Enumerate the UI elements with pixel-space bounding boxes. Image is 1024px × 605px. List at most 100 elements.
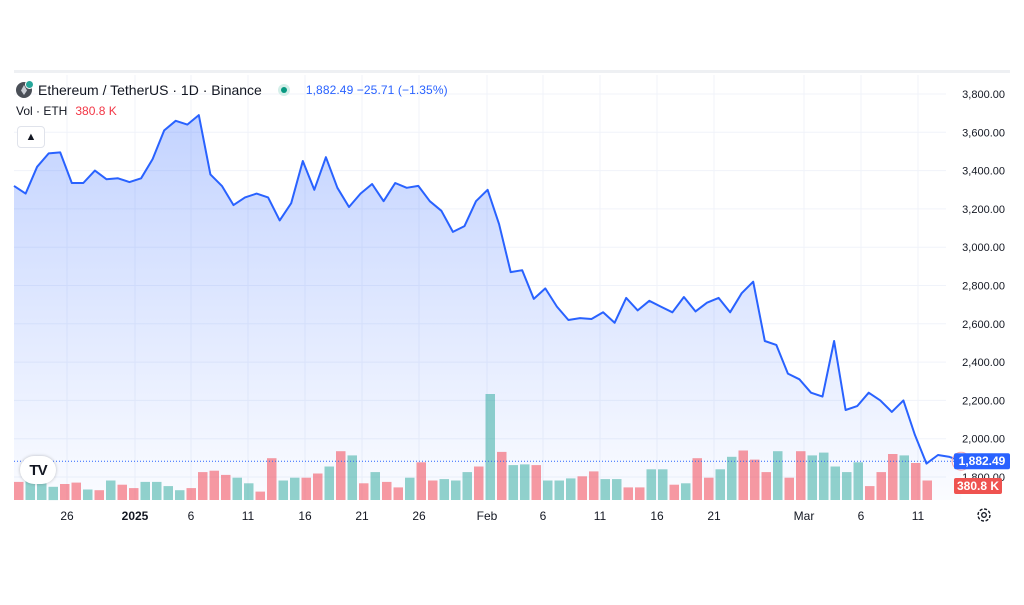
- volume-bar: [474, 466, 484, 500]
- volume-bar: [71, 482, 81, 500]
- y-tick-label: 3,200.00: [962, 204, 1005, 216]
- x-tick-label: 16: [650, 509, 664, 523]
- volume-bar: [497, 451, 507, 500]
- volume-bar: [508, 465, 518, 500]
- x-tick-label: 16: [298, 509, 312, 523]
- live-status-icon: [277, 84, 290, 96]
- y-tick-label: 2,000.00: [962, 434, 1005, 446]
- volume-bar: [278, 480, 288, 500]
- volume-bar: [336, 451, 346, 500]
- price-area-fill: [14, 115, 962, 500]
- volume-bar: [186, 488, 196, 500]
- x-tick-label: 21: [355, 509, 369, 523]
- volume-bar: [623, 487, 633, 500]
- volume-bar: [796, 451, 806, 500]
- volume-bar: [232, 477, 242, 500]
- x-tick-label: 26: [412, 509, 426, 523]
- volume-bar: [221, 474, 231, 500]
- volume-bar: [773, 451, 783, 500]
- x-tick-label: 6: [858, 509, 865, 523]
- volume-bar: [324, 466, 334, 500]
- volume-bar: [83, 489, 93, 500]
- volume-bar: [37, 483, 47, 500]
- x-tick-label: 11: [912, 509, 925, 523]
- x-tick-label: 11: [594, 509, 607, 523]
- volume-bar: [600, 479, 610, 500]
- volume-bar: [658, 469, 668, 500]
- y-tick-label: 2,200.00: [962, 395, 1005, 407]
- volume-bar: [750, 459, 760, 500]
- volume-bar: [117, 484, 127, 500]
- volume-bar: [347, 455, 357, 500]
- volume-bar: [669, 484, 679, 500]
- volume-bar: [531, 465, 541, 500]
- volume-bar: [198, 472, 208, 500]
- volume-bar: [129, 488, 139, 500]
- volume-badge-label: 380.8 K: [957, 479, 999, 493]
- volume-bar: [25, 479, 35, 500]
- x-tick-label: 21: [707, 509, 721, 523]
- symbol-legend[interactable]: Ethereum / TetherUS · 1D · Binance 1,882…: [16, 80, 448, 100]
- volume-bar: [416, 462, 426, 500]
- volume-legend-value: 380.8 K: [75, 104, 117, 118]
- volume-bar: [14, 481, 24, 500]
- volume-bar: [244, 483, 254, 500]
- volume-bar: [152, 481, 162, 500]
- volume-bar: [566, 478, 576, 500]
- price-line: [13, 114, 962, 465]
- y-tick-label: 3,600.00: [962, 127, 1005, 139]
- volume-bar: [485, 394, 495, 500]
- volume-bar: [865, 486, 875, 500]
- volume-bar: [612, 479, 622, 500]
- volume-bar: [140, 481, 150, 500]
- collapse-legend-button[interactable]: ▲: [17, 126, 45, 148]
- volume-bar: [359, 483, 369, 500]
- x-tick-label: 11: [242, 509, 255, 523]
- volume-bar: [911, 463, 921, 500]
- volume-bar: [554, 480, 564, 500]
- volume-bar: [94, 490, 104, 500]
- volume-bar: [543, 480, 553, 500]
- volume-bar: [807, 455, 817, 500]
- volume-bar: [428, 480, 438, 500]
- volume-legend-label: Vol · ETH: [16, 104, 68, 118]
- volume-bar: [393, 487, 403, 500]
- symbol-title[interactable]: Ethereum / TetherUS · 1D · Binance: [38, 82, 262, 98]
- volume-bar: [888, 454, 898, 500]
- volume-bar: [106, 480, 116, 500]
- volume-bar: [255, 491, 265, 500]
- x-tick-label: Mar: [794, 509, 815, 523]
- settings-gear-icon[interactable]: [976, 507, 992, 523]
- tradingview-logo[interactable]: TV: [20, 456, 56, 484]
- volume-bar: [715, 469, 725, 500]
- logo-text: TV: [29, 461, 47, 479]
- price-badge: 1,882.49: [954, 453, 1010, 470]
- volume-bar: [451, 480, 461, 500]
- symbol-logo-icon: [16, 80, 34, 98]
- y-tick-label: 3,400.00: [962, 166, 1005, 178]
- volume-bar: [704, 477, 714, 500]
- volume-bar: [382, 481, 392, 500]
- volume-bar: [209, 470, 219, 500]
- volume-bar: [784, 477, 794, 500]
- volume-bar: [876, 472, 886, 500]
- volume-bar: [692, 458, 702, 500]
- volume-bar: [370, 472, 380, 500]
- volume-bars: [14, 394, 932, 501]
- volume-bar: [635, 487, 645, 500]
- x-tick-label: Feb: [477, 509, 498, 523]
- volume-bar: [60, 484, 70, 500]
- volume-legend[interactable]: Vol · ETH 380.8 K: [16, 104, 117, 118]
- time-axis[interactable]: 26 2025 6 11 16 21 26 Feb 6 11 16 21 Mar 6 11: [60, 509, 924, 523]
- volume-bar: [738, 450, 748, 500]
- volume-bar: [301, 477, 311, 500]
- volume-bar: [842, 472, 852, 500]
- volume-bar: [405, 477, 415, 500]
- price-axis[interactable]: 3,800.00 3,600.00 3,400.00 3,200.00 3,000.00…: [962, 89, 1005, 484]
- volume-bar: [830, 466, 840, 500]
- volume-bar: [439, 479, 449, 500]
- x-tick-label: 26: [60, 509, 74, 523]
- y-tick-label: 3,000.00: [962, 242, 1005, 254]
